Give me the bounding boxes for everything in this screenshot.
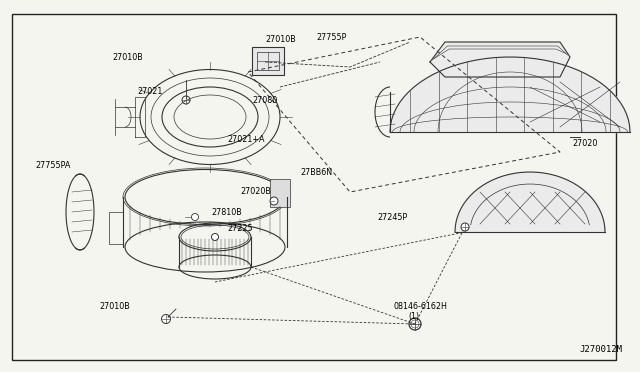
Circle shape	[211, 234, 218, 241]
Text: 27021: 27021	[138, 87, 163, 96]
Circle shape	[270, 197, 278, 205]
Text: (1): (1)	[408, 312, 419, 321]
Text: 27021+A: 27021+A	[227, 135, 265, 144]
Text: J270012M: J270012M	[579, 345, 622, 354]
Circle shape	[161, 314, 170, 324]
Circle shape	[409, 318, 421, 330]
Text: 27225: 27225	[227, 224, 253, 233]
Text: 27010B: 27010B	[266, 35, 296, 44]
Text: 27BB6N: 27BB6N	[301, 169, 333, 177]
Text: 27755PA: 27755PA	[35, 161, 70, 170]
FancyBboxPatch shape	[252, 47, 284, 75]
Text: 27810B: 27810B	[211, 208, 242, 217]
Text: 27010B: 27010B	[99, 302, 130, 311]
Text: 08146-6162H: 08146-6162H	[394, 302, 447, 311]
Text: 27020: 27020	[573, 139, 598, 148]
Text: 27010B: 27010B	[112, 53, 143, 62]
Circle shape	[461, 223, 469, 231]
Text: 27755P: 27755P	[317, 33, 347, 42]
FancyBboxPatch shape	[270, 179, 290, 207]
Text: 27080: 27080	[253, 96, 278, 105]
Text: 27245P: 27245P	[378, 213, 408, 222]
Circle shape	[191, 214, 198, 221]
Polygon shape	[430, 42, 570, 77]
Text: 27020B: 27020B	[240, 187, 271, 196]
